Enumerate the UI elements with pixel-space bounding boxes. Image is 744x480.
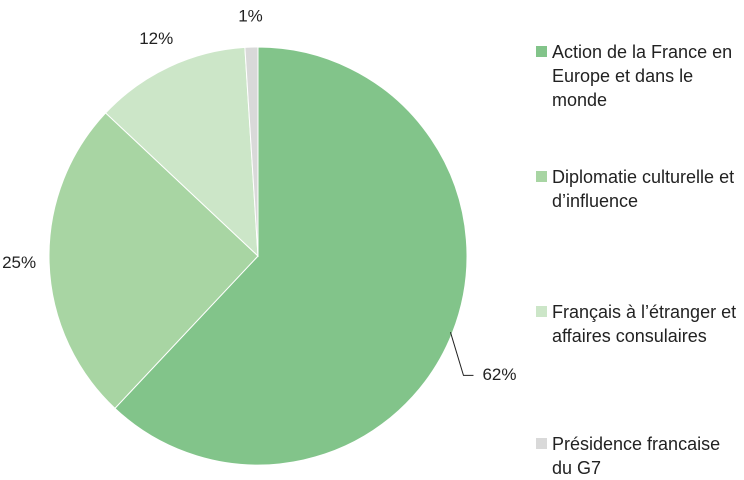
pie-slice — [114, 46, 468, 466]
legend-item: Présidence francaise du G7 — [536, 432, 744, 480]
legend-label: Présidence francaise du G7 — [552, 434, 721, 478]
legend-swatch — [536, 438, 547, 449]
legend-item: Français à l’étranger et affaires consul… — [536, 300, 744, 348]
legend-label: Diplomatie culturelle et d’influence — [552, 167, 735, 211]
pie-slice — [48, 112, 259, 410]
leader-line — [449, 332, 474, 376]
legend-swatch — [536, 46, 547, 57]
pie-slice — [104, 46, 259, 258]
legend-label: Français à l’étranger et affaires consul… — [552, 302, 737, 346]
legend-swatch — [536, 171, 547, 182]
legend-item: Diplomatie culturelle et d’influence — [536, 165, 744, 213]
legend-swatch — [536, 306, 547, 317]
data-label: 1% — [238, 7, 263, 26]
pie-slice — [244, 46, 259, 257]
data-label: 25% — [2, 253, 36, 272]
legend-item: Action de la France en Europe et dans le… — [536, 40, 744, 112]
data-label: 12% — [139, 29, 173, 48]
legend-label: Action de la France en Europe et dans le… — [552, 42, 733, 110]
data-label: 62% — [482, 365, 516, 384]
